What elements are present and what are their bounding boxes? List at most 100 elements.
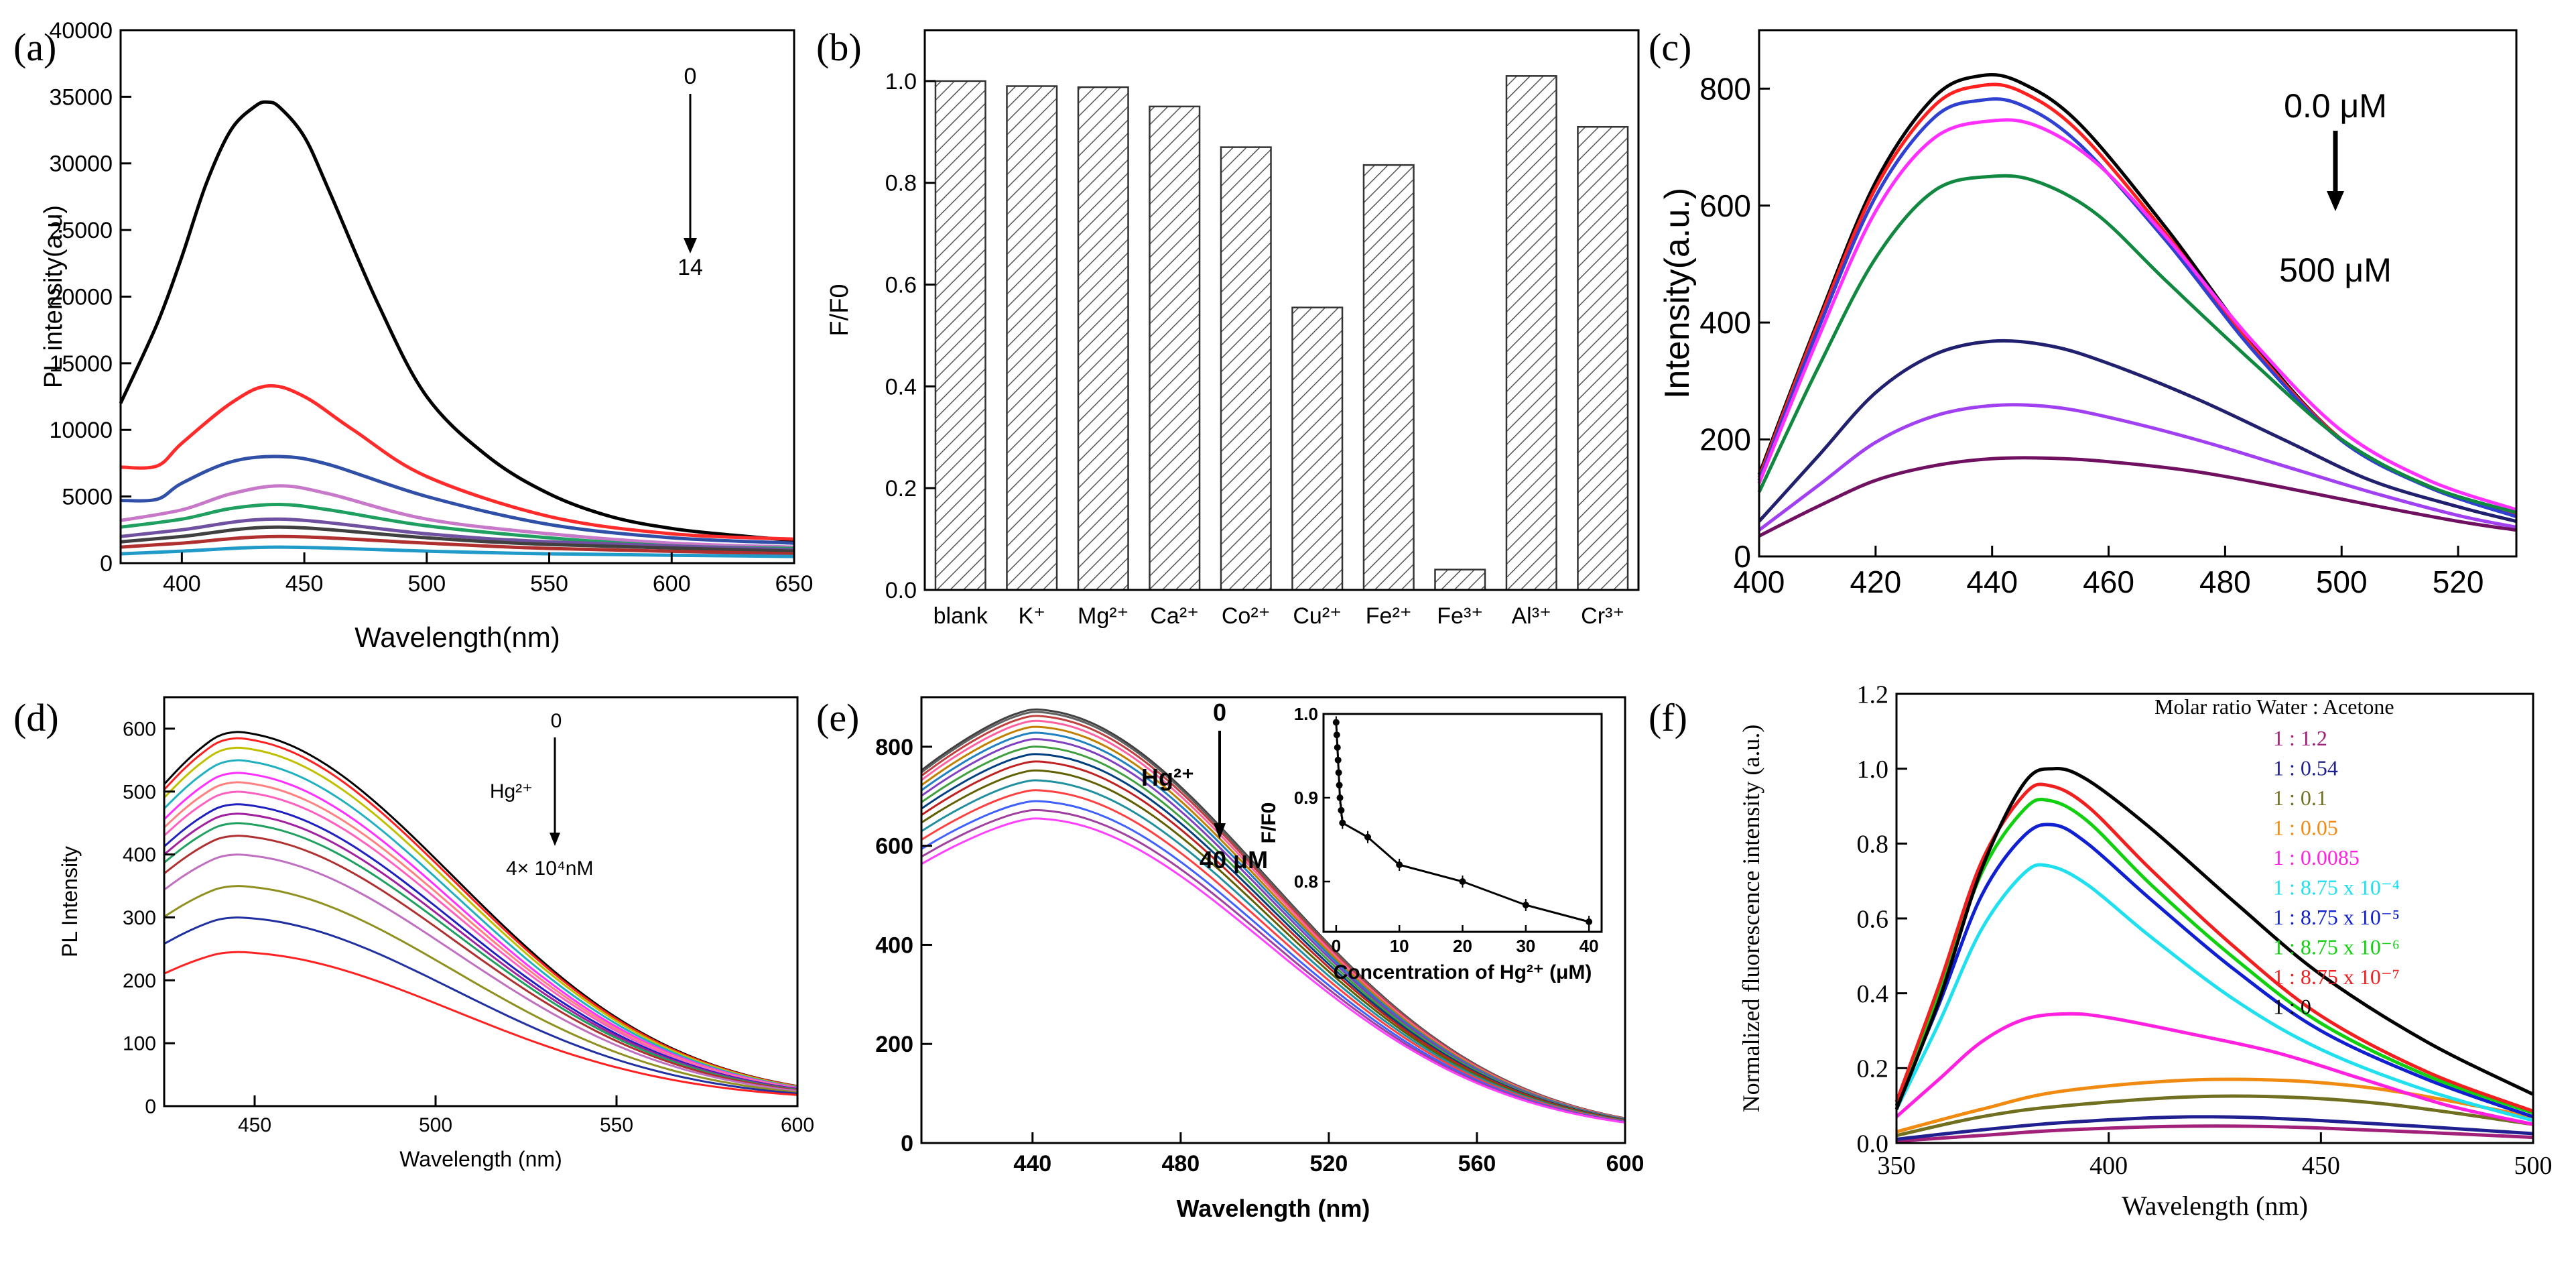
series-line <box>119 100 795 542</box>
annotation-ion: Hg²⁺ <box>1141 764 1194 791</box>
annotation-end: 14 <box>678 255 703 280</box>
series-line <box>921 769 1626 1122</box>
inset-x-tick-label: 20 <box>1453 936 1472 956</box>
x-axis-label: Wavelength (nm) <box>2122 1191 2308 1221</box>
inset-x-tick-label: 40 <box>1580 936 1599 956</box>
x-tick-label: 650 <box>775 571 814 597</box>
legend-entry: 1 : 8.75 x 10⁻⁵ <box>2273 905 2400 929</box>
x-tick-label: 420 <box>1850 564 1901 599</box>
series-line <box>120 455 795 545</box>
x-axis-label: Wavelength (nm) <box>399 1147 562 1171</box>
bar <box>1434 568 1486 591</box>
annotation-arrowhead <box>550 833 560 846</box>
annotation-arrowhead <box>2327 191 2344 211</box>
legend-entry: 1 : 0.0085 <box>2273 845 2360 869</box>
category-label: blank <box>933 603 988 629</box>
panel-b: blank K⁺ Mg²⁺ Ca²⁺ Co²⁺ Cu²⁺ Fe²⁺ Fe³⁺ Al³⁺ Cr³⁺ 0… <box>816 25 1640 629</box>
y-tick-label: 0.2 <box>1857 1055 1889 1083</box>
legend-entry: 1 : 8.75 x 10⁻⁴ <box>2273 876 2400 900</box>
annotation-start: 0 <box>551 710 562 732</box>
x-tick-label: 500 <box>419 1114 452 1136</box>
panel-f: 350 400 450 500 0.0 0.2 0.4 0.6 0.8 1.0 1.2 Wavelen… <box>1649 680 2553 1221</box>
series-line <box>164 803 798 1090</box>
y-tick-label: 800 <box>875 735 913 760</box>
x-tick-label: 450 <box>238 1114 271 1136</box>
series-line <box>164 951 798 1096</box>
annotation-start: 0 <box>684 64 697 89</box>
y-tick-label: 40000 <box>49 18 113 44</box>
y-tick-label: 400 <box>875 933 913 958</box>
x-tick-label: 480 <box>2199 564 2251 599</box>
series-line <box>120 502 795 550</box>
bar <box>1149 105 1201 591</box>
y-tick-label: 0.6 <box>885 272 917 298</box>
x-tick-label: 550 <box>600 1114 633 1136</box>
x-tick-label: 440 <box>1966 564 2018 599</box>
plot-frame <box>920 696 1626 1144</box>
y-axis-label: PL Intensity <box>58 846 82 957</box>
x-tick-label: 600 <box>1606 1151 1645 1177</box>
series-line <box>164 822 798 1091</box>
y-tick-label: 0.2 <box>885 476 917 501</box>
bar <box>1291 306 1344 591</box>
y-tick-label: 10000 <box>49 418 113 443</box>
legend-entry: 1 : 0 <box>2273 995 2311 1019</box>
legend-entry: 1 : 0.1 <box>2273 786 2327 810</box>
series-line <box>164 916 798 1095</box>
bar <box>1006 85 1058 591</box>
y-tick-label: 0 <box>100 551 113 577</box>
series-line <box>163 737 798 1087</box>
panel-a: 400 450 500 550 600 650 0 5000 10000 15000 20000 25… <box>13 18 813 653</box>
y-tick-label: 25000 <box>49 218 113 243</box>
y-tick-label: 0.8 <box>885 171 917 196</box>
inset-y-tick-label: 1.0 <box>1294 704 1318 724</box>
legend-entry: 1 : 0.05 <box>2273 816 2338 840</box>
panel-label: (e) <box>816 696 859 739</box>
annotation-ion: Hg²⁺ <box>490 780 533 802</box>
inset-y-tick-label: 0.9 <box>1294 788 1318 808</box>
inset-x-tick-label: 0 <box>1332 936 1341 956</box>
category-label: Ca²⁺ <box>1150 603 1199 629</box>
y-tick-label: 0.0 <box>1857 1130 1889 1158</box>
series-line <box>164 885 798 1093</box>
inset-x-tick-label: 10 <box>1390 936 1409 956</box>
x-tick-label: 520 <box>2433 564 2484 599</box>
series-line <box>1896 1077 2534 1134</box>
panel-label: (b) <box>816 25 862 69</box>
series-line <box>1757 118 2517 512</box>
panel-c: 400 420 440 460 480 500 520 0 200 400 600 800 Intens… <box>1649 25 2518 599</box>
series-line <box>921 817 1626 1124</box>
x-tick-label: 560 <box>1458 1151 1496 1177</box>
y-tick-label: 0.0 <box>885 578 917 603</box>
series-line <box>1896 1124 2534 1143</box>
x-axis-label: Wavelength (nm) <box>1177 1195 1370 1222</box>
series-line <box>164 835 798 1091</box>
category-label: Fe³⁺ <box>1437 603 1483 629</box>
plot-frame <box>163 696 799 1107</box>
bar <box>1505 75 1557 591</box>
x-tick-label: 600 <box>653 571 691 597</box>
y-tick-label: 5000 <box>62 485 113 510</box>
series-line <box>1895 1012 2534 1126</box>
annotation-end: 4× 10⁴nM <box>506 857 593 880</box>
y-tick-label: 30000 <box>49 152 113 177</box>
series-line <box>163 746 798 1088</box>
annotation-arrowhead <box>684 238 697 253</box>
inset-background <box>1324 714 1602 932</box>
plot-frame <box>1758 29 2518 558</box>
x-tick-label: 500 <box>2514 1152 2553 1180</box>
legend-entry: 1 : 8.75 x 10⁻⁶ <box>2273 935 2400 959</box>
series-line <box>120 484 795 549</box>
y-tick-label: 600 <box>123 718 156 740</box>
legend-title: Molar ratio Water : Acetone <box>2154 695 2394 719</box>
series-line <box>921 779 1626 1122</box>
inset-x-axis-label: Concentration of Hg²⁺ (μM) <box>1334 961 1592 983</box>
inset-x-tick-label: 30 <box>1516 936 1535 956</box>
category-label: Co²⁺ <box>1222 603 1271 629</box>
panel-label: (f) <box>1649 696 1687 739</box>
y-tick-label: 200 <box>1699 422 1751 457</box>
series-line <box>1757 174 2517 514</box>
y-tick-label: 300 <box>123 907 156 929</box>
